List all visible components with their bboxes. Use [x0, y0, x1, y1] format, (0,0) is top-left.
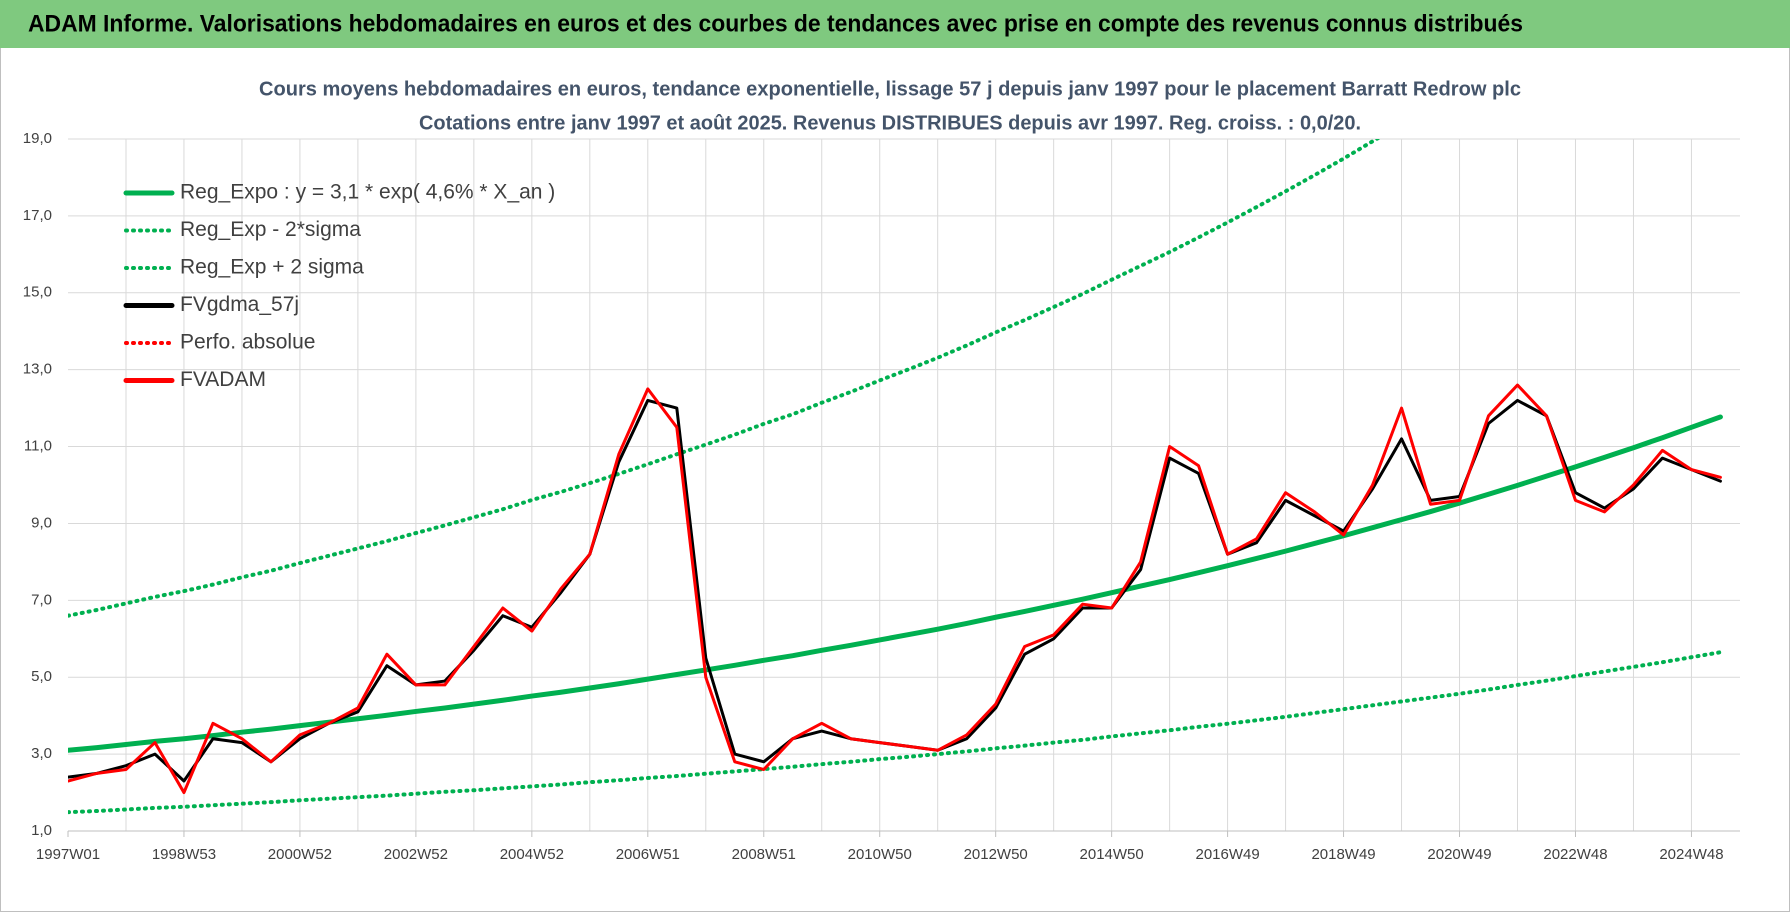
x-tick-label: 1997W01: [36, 846, 100, 863]
y-tick-label: 9,0: [31, 514, 52, 531]
header-bar: [0, 0, 1790, 48]
legend: Reg_Expo : y = 3,1 * exp( 4,6% * X_an ) R…: [123, 181, 555, 391]
legend-label: Perfo. absolue: [180, 331, 315, 354]
x-tick-label: 2002W52: [384, 846, 448, 863]
x-tick-label: 2004W52: [500, 846, 564, 863]
legend-label: Reg_Expo : y = 3,1 * exp( 4,6% * X_an ): [180, 181, 555, 204]
legend-label: Reg_Exp + 2 sigma: [180, 256, 364, 279]
legend-label: FVADAM: [180, 368, 266, 391]
legend-label: FVgdma_57j: [180, 293, 299, 316]
x-tick-label: 2020W49: [1427, 846, 1491, 863]
header-title: ADAM Informe. Valorisations hebdomadaire…: [28, 10, 1523, 37]
y-tick-label: 15,0: [23, 284, 52, 301]
y-tick-label: 1,0: [31, 822, 52, 839]
grid: 1997W01 1998W53 2000W52 2002W52 2004W52 2006W…: [23, 130, 1740, 863]
y-tick-label: 11,0: [24, 438, 52, 455]
x-tick-label: 2018W49: [1311, 846, 1375, 863]
x-tick-label: 2010W50: [848, 846, 912, 863]
series-line: [68, 139, 1381, 618]
y-tick-label: 3,0: [31, 745, 52, 762]
series-line: [68, 383, 1722, 795]
series-line: [68, 650, 1723, 815]
chart-subtitle: Cotations entre janv 1997 et août 2025. …: [419, 112, 1361, 134]
x-tick-label: 2008W51: [732, 846, 796, 863]
x-tick-label: 2000W52: [268, 846, 332, 863]
x-tick-label: 2012W50: [964, 846, 1028, 863]
x-tick-label: 2016W49: [1195, 846, 1259, 863]
y-tick-label: 13,0: [23, 361, 52, 378]
x-tick-label: 2006W51: [616, 846, 680, 863]
y-tick-label: 19,0: [23, 130, 52, 147]
y-tick-label: 17,0: [23, 207, 52, 224]
plot: [68, 139, 1723, 815]
legend-label: Reg_Exp - 2*sigma: [180, 218, 361, 241]
x-tick-label: 1998W53: [152, 846, 216, 863]
chart-title: Cours moyens hebdomadaires en euros, ten…: [259, 78, 1521, 100]
x-tick-label: 2024W48: [1659, 846, 1723, 863]
series-line: [68, 414, 1723, 753]
y-tick-label: 5,0: [31, 668, 52, 685]
x-tick-label: 2014W50: [1080, 846, 1144, 863]
y-tick-label: 7,0: [31, 591, 52, 608]
x-tick-label: 2022W48: [1543, 846, 1607, 863]
